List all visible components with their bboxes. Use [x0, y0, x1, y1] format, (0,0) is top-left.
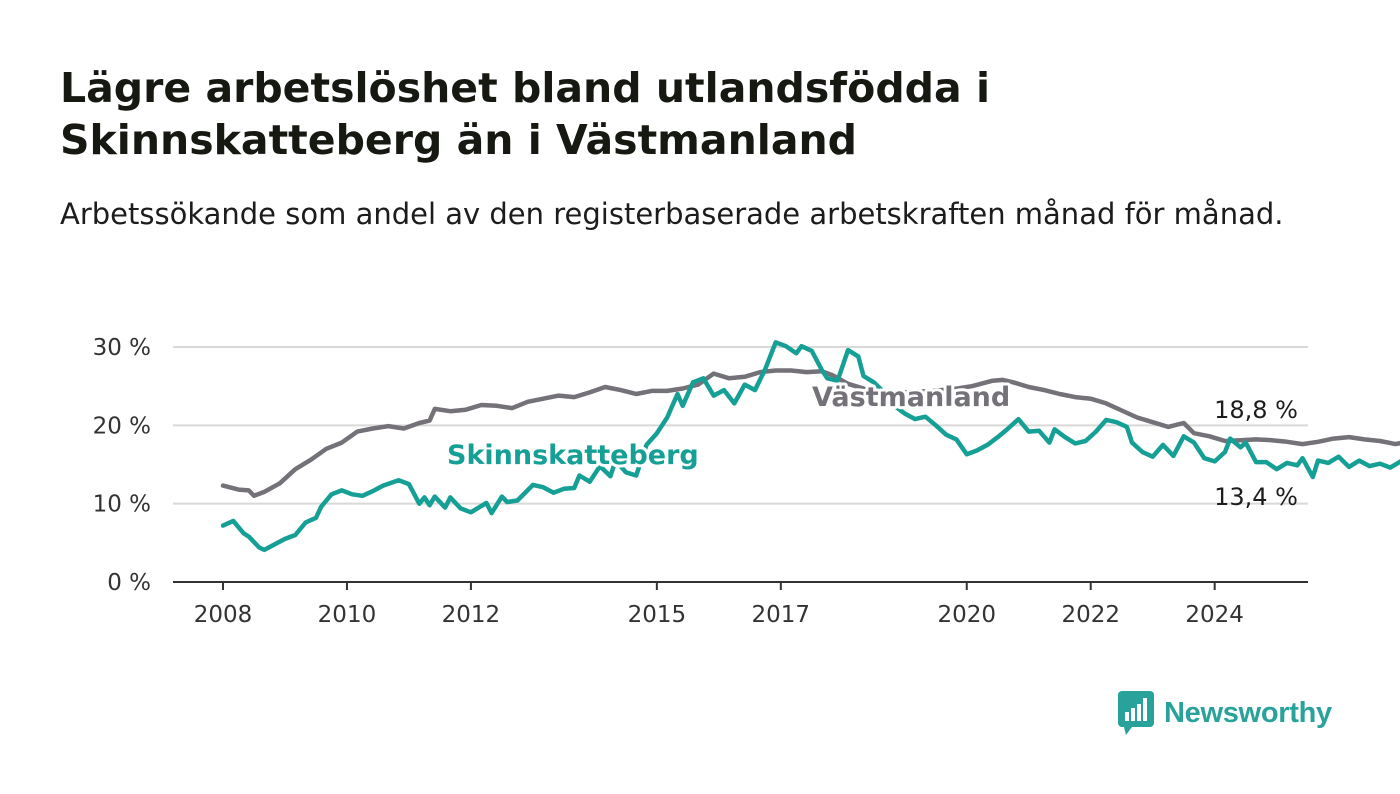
newsworthy-logo[interactable]: Newsworthy: [1118, 690, 1332, 736]
series-labels: Skinnskatteberg Västmanland 18,8 % 13,4 %: [444, 379, 1298, 511]
x-tick-label: 2008: [194, 602, 253, 628]
x-tick-label: 2022: [1061, 602, 1120, 628]
series-line-skinnskatteberg: [220, 340, 1400, 553]
series-lines: [220, 340, 1400, 553]
x-tick-label: 2010: [318, 602, 377, 628]
x-tick-label: 2017: [752, 602, 811, 628]
series-name-label: Västmanland: [812, 382, 1010, 413]
logo-text: Newsworthy: [1164, 696, 1332, 729]
y-tick-label: 30 %: [93, 335, 151, 361]
y-axis-ticks: 0 % 10 % 20 % 30 %: [93, 335, 151, 596]
x-tick-label: 2015: [628, 602, 687, 628]
chart-subtitle: Arbetssökande som andel av den registerb…: [60, 197, 1284, 231]
series-name-label: Skinnskatteberg: [447, 440, 699, 471]
grid-lines: [173, 346, 1308, 583]
x-tick-label: 2012: [442, 602, 501, 628]
y-tick-label: 10 %: [93, 492, 151, 518]
end-value-label: 18,8 %: [1214, 396, 1298, 424]
series-line-västmanland: [220, 368, 1400, 499]
y-tick-label: 0 %: [107, 570, 151, 596]
newsworthy-chart-icon: [1118, 691, 1154, 735]
end-value-label: 13,4 %: [1214, 483, 1298, 511]
y-tick-label: 20 %: [93, 413, 151, 439]
x-axis-ticks: 2008 2010 2012 2015 2017 2020 2022 2024: [194, 582, 1244, 628]
x-tick-label: 2024: [1185, 602, 1244, 628]
x-tick-label: 2020: [937, 602, 996, 628]
chart-title: Lägre arbetslöshet bland utlandsfödda i …: [60, 64, 991, 164]
